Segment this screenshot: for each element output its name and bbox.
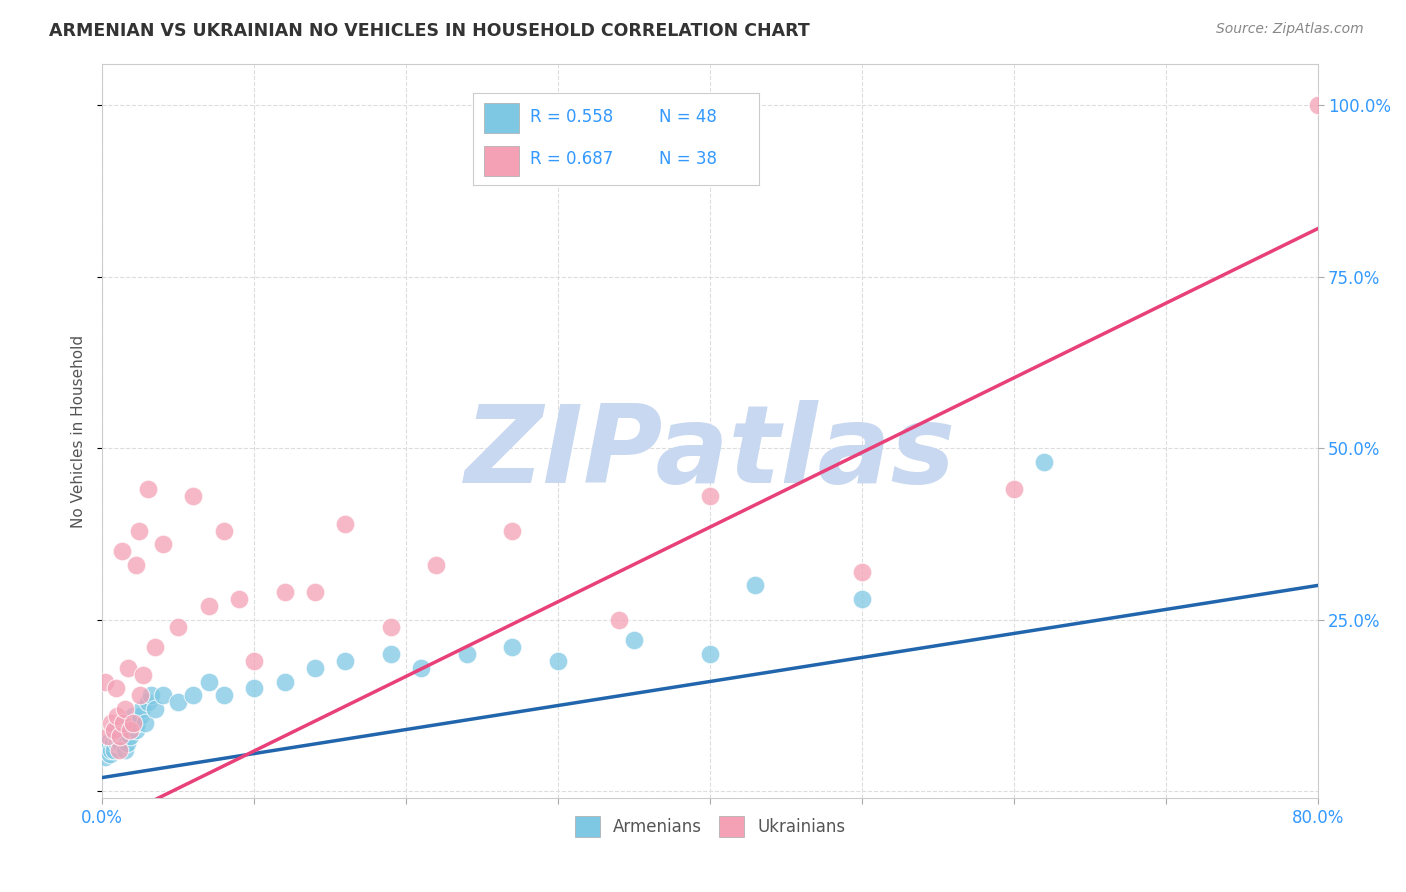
Point <box>104 730 127 744</box>
Point <box>380 619 402 633</box>
Point <box>129 688 152 702</box>
Point <box>243 654 266 668</box>
Point <box>139 688 162 702</box>
Text: ZIPatlas: ZIPatlas <box>464 401 956 506</box>
Point <box>607 613 630 627</box>
Point <box>97 730 120 744</box>
Point <box>243 681 266 696</box>
Point <box>183 688 205 702</box>
Point <box>335 654 357 668</box>
Point <box>117 723 139 737</box>
Point <box>131 702 153 716</box>
Point <box>304 585 326 599</box>
Point <box>98 747 121 761</box>
Point <box>111 544 134 558</box>
Point <box>100 715 122 730</box>
Point <box>273 585 295 599</box>
Point <box>103 743 125 757</box>
Point <box>114 702 136 716</box>
Point <box>411 661 433 675</box>
Point <box>100 743 122 757</box>
Point <box>197 674 219 689</box>
Point <box>547 654 569 668</box>
Point <box>124 723 146 737</box>
Point <box>145 640 167 655</box>
Point <box>111 723 134 737</box>
Point <box>152 688 174 702</box>
Point <box>212 524 235 538</box>
Point <box>114 743 136 757</box>
Point <box>112 715 135 730</box>
Point <box>121 715 143 730</box>
Point <box>128 524 150 538</box>
Point <box>851 565 873 579</box>
Point <box>183 489 205 503</box>
Point <box>167 619 190 633</box>
Point <box>127 715 149 730</box>
Point <box>108 730 131 744</box>
Point <box>107 723 129 737</box>
Point <box>115 736 138 750</box>
Point <box>212 688 235 702</box>
Point <box>699 489 721 503</box>
Point <box>152 537 174 551</box>
Point <box>1002 483 1025 497</box>
Point <box>110 730 132 744</box>
Text: Source: ZipAtlas.com: Source: ZipAtlas.com <box>1216 22 1364 37</box>
Point <box>167 695 190 709</box>
Point <box>103 723 125 737</box>
Point <box>136 695 159 709</box>
Point <box>118 730 141 744</box>
Point <box>456 647 478 661</box>
Point <box>623 633 645 648</box>
Point <box>112 730 135 744</box>
Point <box>304 661 326 675</box>
Point <box>851 592 873 607</box>
Point <box>145 702 167 716</box>
Point <box>107 736 129 750</box>
Point <box>121 708 143 723</box>
Point <box>197 599 219 613</box>
Point <box>104 681 127 696</box>
Point <box>108 743 131 757</box>
Point <box>114 715 136 730</box>
Point <box>380 647 402 661</box>
Point <box>107 708 129 723</box>
Point <box>699 647 721 661</box>
Point <box>136 483 159 497</box>
Point <box>117 661 139 675</box>
Point <box>97 736 120 750</box>
Point <box>132 667 155 681</box>
Point <box>94 674 117 689</box>
Y-axis label: No Vehicles in Household: No Vehicles in Household <box>72 334 86 528</box>
Point <box>120 715 142 730</box>
Point <box>501 640 523 655</box>
Point <box>501 524 523 538</box>
Point <box>335 516 357 531</box>
Legend: Armenians, Ukrainians: Armenians, Ukrainians <box>567 808 853 845</box>
Point <box>228 592 250 607</box>
Point <box>425 558 447 572</box>
Point <box>94 750 117 764</box>
Point <box>129 708 152 723</box>
Point <box>96 743 118 757</box>
Point <box>110 736 132 750</box>
Point <box>124 558 146 572</box>
Text: ARMENIAN VS UKRAINIAN NO VEHICLES IN HOUSEHOLD CORRELATION CHART: ARMENIAN VS UKRAINIAN NO VEHICLES IN HOU… <box>49 22 810 40</box>
Point <box>101 736 124 750</box>
Point <box>273 674 295 689</box>
Point <box>1033 455 1056 469</box>
Point <box>134 715 156 730</box>
Point <box>744 578 766 592</box>
Point <box>118 723 141 737</box>
Point <box>1306 98 1329 112</box>
